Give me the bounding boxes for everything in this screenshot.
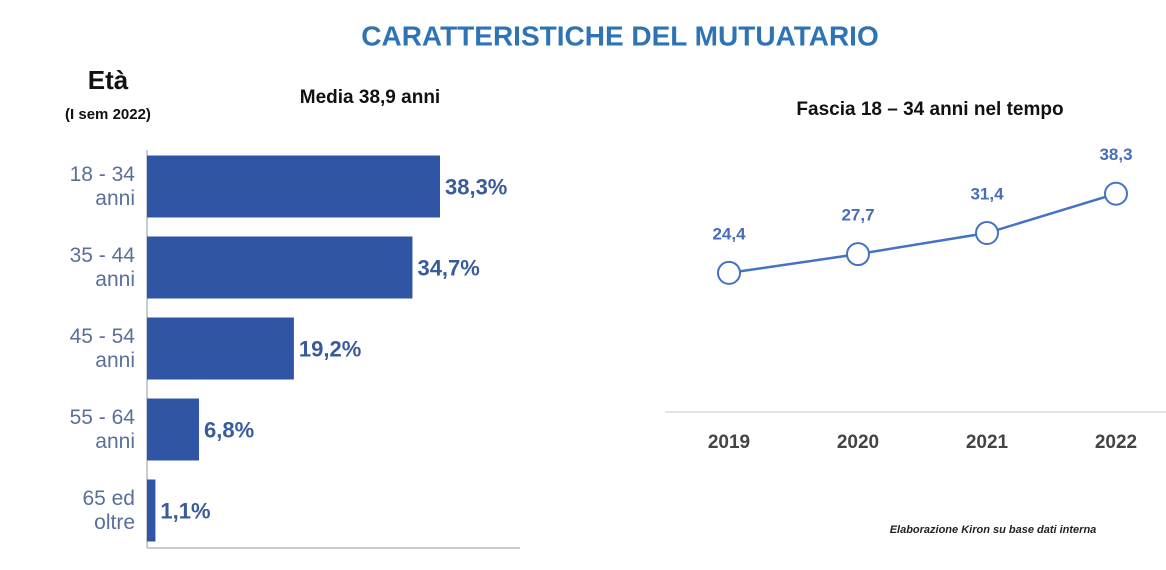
bar [147, 398, 200, 461]
data-label: 27,7 [841, 206, 874, 225]
data-label: 34,7% [417, 255, 479, 280]
point [1104, 181, 1128, 206]
data-label: 38,3 [1099, 145, 1132, 164]
page-title: CARATTERISTICHE DEL MUTUATARIO [361, 20, 878, 51]
point [975, 221, 999, 246]
data-label: 38,3% [445, 174, 507, 199]
x-tick-label: 2022 [1095, 432, 1137, 453]
category-label: 35 - 44 anni [69, 243, 135, 291]
data-label: 19,2% [299, 336, 361, 361]
category-label: 18 - 34 anni [69, 162, 135, 210]
bar [147, 479, 156, 542]
source-note: Elaborazione Kiron su base dati interna [890, 524, 1097, 536]
data-label: 31,4 [970, 185, 1004, 204]
chart-title: Media 38,9 anni [300, 87, 440, 108]
point [846, 242, 870, 267]
data-label: 24,4 [712, 224, 746, 243]
line [728, 192, 1117, 275]
category-label: 45 - 54 anni [69, 324, 135, 372]
chart-title: Fascia 18 – 34 anni nel tempo [796, 99, 1063, 120]
data-label: 6,8% [204, 417, 254, 442]
x-tick-label: 2019 [708, 432, 750, 453]
bar [147, 317, 294, 380]
x-tick-label: 2020 [837, 432, 879, 453]
axis-label: Età [88, 65, 129, 95]
axis-sublabel: (I sem 2022) [65, 106, 151, 123]
point [717, 260, 741, 285]
bar [147, 155, 440, 218]
data-label: 1,1% [160, 498, 210, 523]
bar [147, 236, 413, 299]
category-label: 55 - 64 anni [69, 405, 135, 453]
category-label: 65 ed oltre [82, 486, 135, 534]
x-tick-label: 2021 [966, 432, 1009, 453]
